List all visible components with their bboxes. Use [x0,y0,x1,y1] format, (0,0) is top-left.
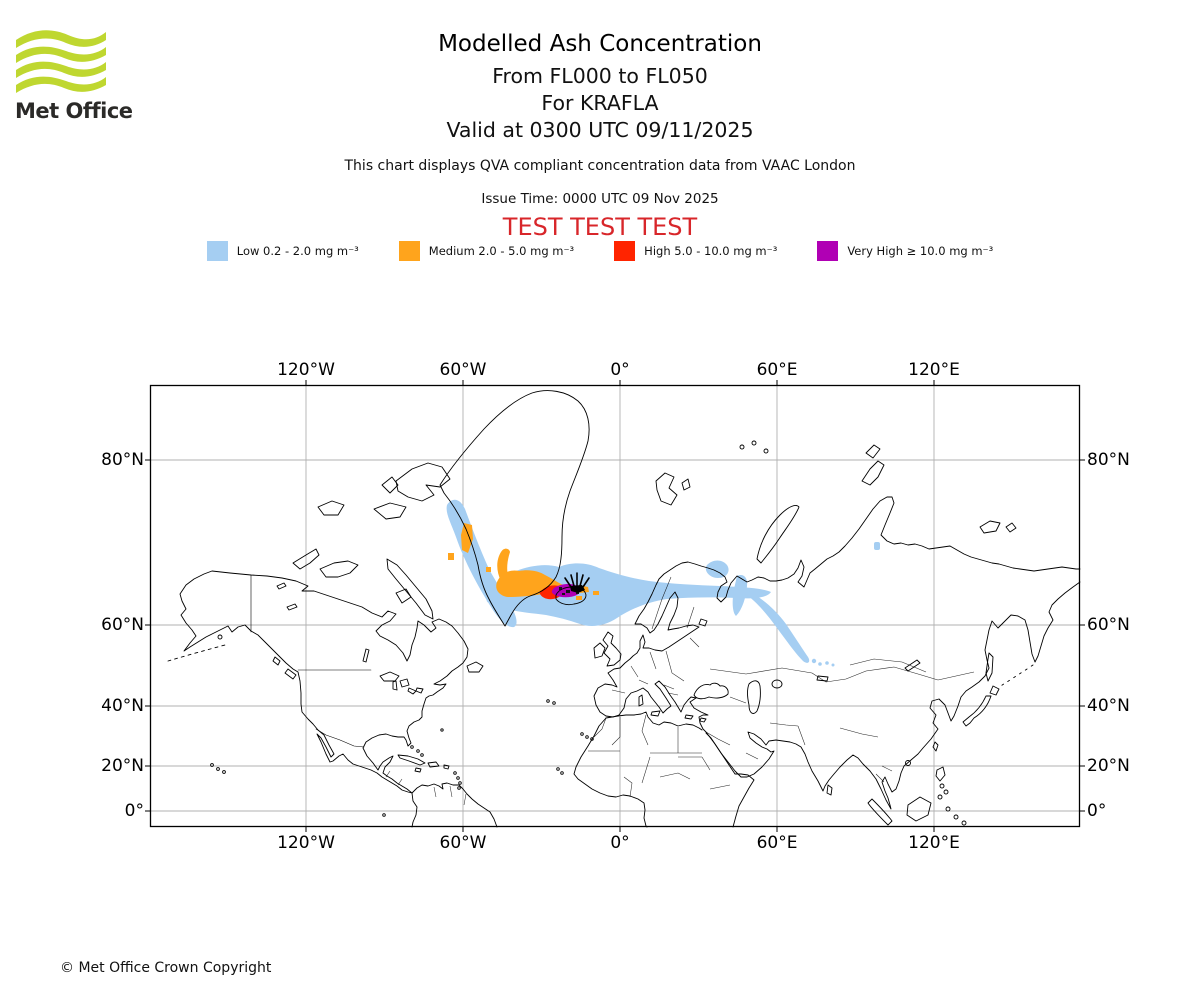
page-title: Modelled Ash Concentration [438,31,762,57]
xtick-top-0: 0° [610,360,630,380]
ytick-right-0: 0° [1087,801,1107,821]
legend-item-high: High 5.0 - 10.0 mg m⁻³ [614,241,777,261]
ytick-left-0: 0° [124,801,144,821]
met-office-waves-icon [16,30,106,93]
xtick-bottom-0: 0° [610,833,630,853]
country-borders [385,576,975,806]
legend-label-high: High 5.0 - 10.0 mg m⁻³ [644,244,778,258]
xtick-top-120w: 120°W [277,360,335,380]
xtick-bottom-120w: 120°W [277,833,335,853]
legend-label-low: Low 0.2 - 2.0 mg m⁻³ [236,244,359,258]
issue-time: Issue Time: 0000 UTC 09 Nov 2025 [481,191,719,207]
xtick-top-60e: 60°E [756,360,798,380]
legend-label-very-high: Very High ≥ 10.0 mg m⁻³ [847,244,994,258]
xtick-bottom-60e: 60°E [756,833,798,853]
met-office-logo: Met Office [15,26,133,123]
crown-copyright: © Met Office Crown Copyright [60,960,272,976]
ytick-left-20n: 20°N [101,756,144,776]
ytick-right-60n: 60°N [1087,615,1130,635]
ytick-right-80n: 80°N [1087,450,1130,470]
met-office-logo-text: Met Office [15,99,133,123]
xtick-top-120e: 120°E [908,360,960,380]
volcano-subtitle: For KRAFLA [541,91,659,115]
legend-item-very-high: Very High ≥ 10.0 mg m⁻³ [817,241,993,261]
axis-ticks [145,380,1085,832]
legend-item-low: Low 0.2 - 2.0 mg m⁻³ [206,241,359,261]
coastlines [167,390,1081,828]
graticule [150,385,1080,827]
valid-time-subtitle: Valid at 0300 UTC 09/11/2025 [446,118,754,142]
map-frame [149,384,1081,828]
ytick-left-60n: 60°N [101,615,144,635]
ytick-right-20n: 20°N [1087,756,1130,776]
legend-label-medium: Medium 2.0 - 5.0 mg m⁻³ [428,244,575,258]
ytick-left-40n: 40°N [101,696,144,716]
world-map [145,380,1085,832]
qva-description: This chart displays QVA compliant concen… [344,158,856,174]
flight-level-subtitle: From FL000 to FL050 [492,64,708,88]
legend-swatch-medium [398,241,420,261]
legend-swatch-very-high [817,241,839,261]
test-banner: TEST TEST TEST [502,213,698,241]
xtick-bottom-60w: 60°W [439,833,487,853]
world-map-svg [145,380,1085,832]
ytick-left-80n: 80°N [101,450,144,470]
concentration-legend: Low 0.2 - 2.0 mg m⁻³ Medium 2.0 - 5.0 mg… [0,241,1200,261]
xtick-top-60w: 60°W [439,360,487,380]
xtick-bottom-120e: 120°E [908,833,960,853]
volcano-marker-icon [564,572,590,593]
legend-swatch-high [614,241,636,261]
legend-item-medium: Medium 2.0 - 5.0 mg m⁻³ [398,241,575,261]
ytick-right-40n: 40°N [1087,696,1130,716]
legend-swatch-low [206,241,228,261]
